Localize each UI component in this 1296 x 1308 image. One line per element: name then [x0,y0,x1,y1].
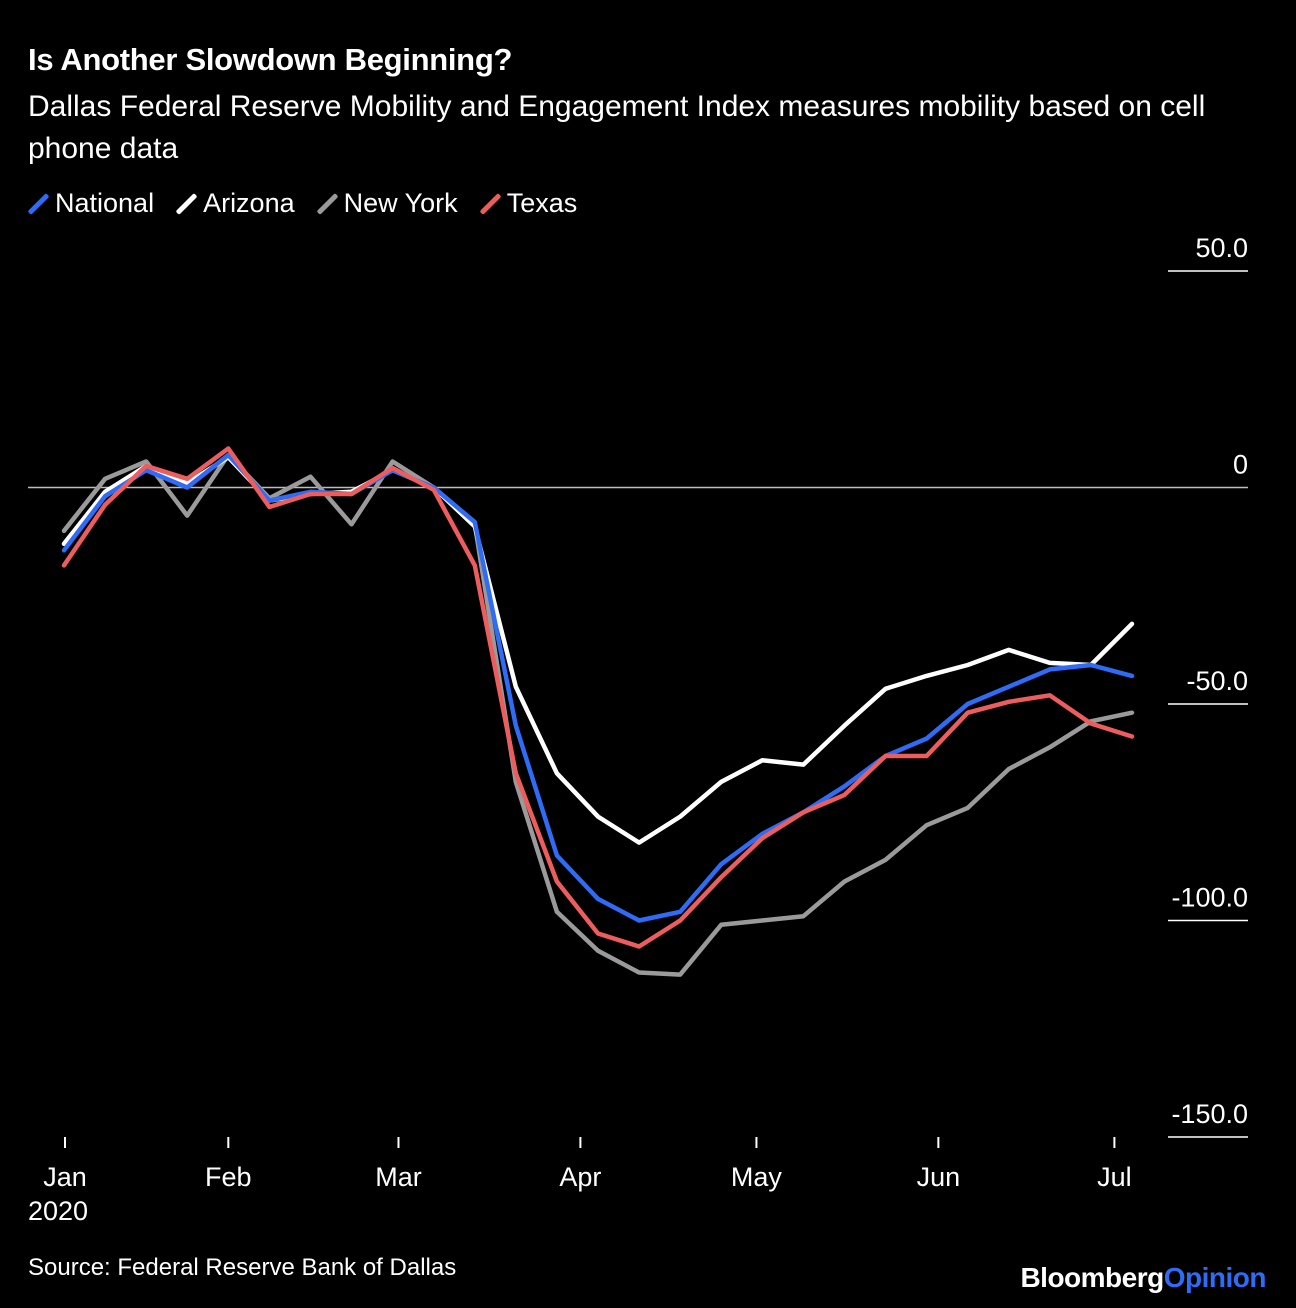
series-line-national [61,452,1135,923]
legend-label: National [55,188,155,218]
x-tick-label: May [731,1162,783,1192]
y-tick-label: -100.0 [1171,883,1248,913]
legend-item: Arizona [175,188,295,219]
x-tick-label: Feb [205,1162,252,1192]
series-line-texas [61,446,1135,949]
brand-logo-part1: Bloomberg [1020,1262,1164,1293]
x-tick-label: Apr [559,1162,601,1192]
y-tick-label: 50.0 [1195,233,1248,263]
brand-logo: BloombergOpinion [1020,1262,1266,1294]
x-tick-label: Mar [375,1162,422,1192]
chart-title: Is Another Slowdown Beginning? [28,42,513,77]
legend-item: Texas [479,188,578,219]
y-tick-label: -50.0 [1186,666,1248,696]
chart-legend: National Arizona New York Texas [27,188,599,219]
series-line-arizona [61,454,1135,845]
legend-item: National [27,188,155,219]
x-axis-year-label: 2020 [28,1196,89,1226]
legend-label: Texas [506,188,578,218]
x-tick-label: Jul [1097,1162,1132,1192]
chart-subtitle: Dallas Federal Reserve Mobility and Enga… [28,90,1206,165]
brand-logo-part2: Opinion [1163,1262,1267,1293]
source-note: Source: Federal Reserve Bank of Dallas [28,1254,457,1281]
legend-label: Arizona [203,188,295,218]
legend-label: New York [343,188,458,218]
x-tick-label: Jun [917,1162,961,1192]
x-tick-label: Jan [43,1162,87,1192]
legend-item: New York [316,188,458,219]
y-tick-label: -150.0 [1171,1099,1248,1129]
y-tick-label: 0 [1233,450,1248,480]
